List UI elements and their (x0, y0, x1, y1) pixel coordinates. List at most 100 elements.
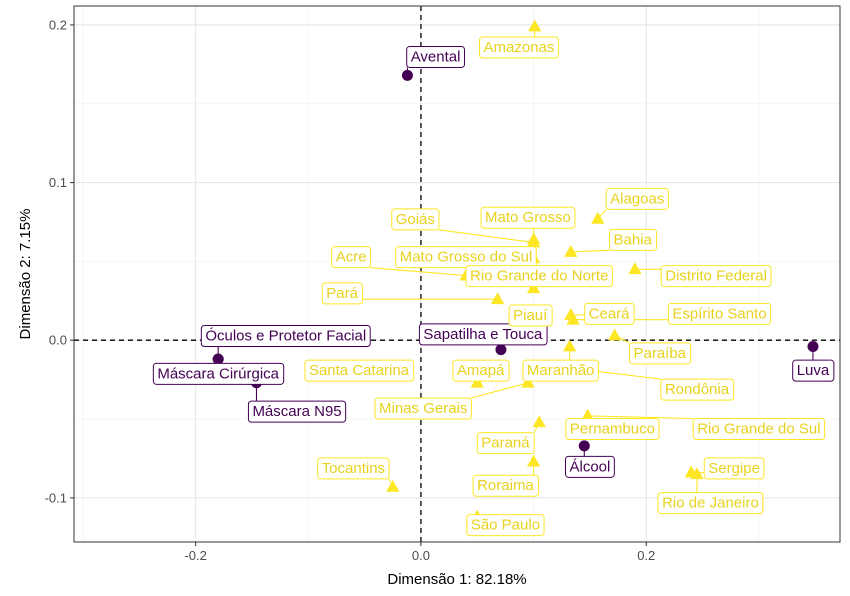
data-label: Rondônia (665, 381, 730, 398)
data-label: Santa Catarina (309, 362, 410, 379)
label-box (406, 45, 465, 68)
axis-ticks: -0.2 0.0 0.2 -0.1 0.0 0.1 0.2 (45, 17, 656, 563)
panel-border (73, 5, 841, 543)
point-espirito-santo (566, 312, 580, 325)
label-box (331, 246, 372, 269)
data-label: Bahia (614, 231, 653, 248)
label-box (565, 417, 660, 440)
data-label: Ceará (589, 305, 631, 322)
leader-line-minas-gerais (471, 382, 529, 399)
label-box (660, 265, 772, 288)
label-mascara-n95: Máscara N95 (247, 400, 347, 423)
data-label: Minas Gerais (379, 400, 467, 417)
data-label: Tocantins (322, 460, 385, 477)
label-box (522, 359, 599, 382)
data-label: Piauí (513, 307, 548, 324)
label-amapa: Amapá (452, 359, 510, 382)
point-tocantins (386, 479, 400, 492)
label-alcool: Álcool (564, 455, 615, 478)
point-para (490, 292, 505, 305)
point-rio-grande-do-sul (581, 408, 595, 421)
data-label: Rio Grande do Sul (697, 420, 820, 437)
label-box (418, 323, 548, 346)
point-amapa (470, 375, 484, 388)
data-label: Álcool (569, 458, 610, 475)
point-alagoas (591, 211, 605, 224)
label-rondonia: Rondônia (660, 378, 735, 401)
data-label: Roraima (477, 477, 534, 494)
y-tick-label: 0.2 (49, 17, 67, 32)
point-maranhao (562, 339, 577, 352)
data-label: Maranhão (527, 362, 595, 379)
label-luva: Luva (792, 359, 835, 382)
x-tick-label: 0.2 (637, 548, 655, 563)
label-goias: Goiás (391, 208, 440, 231)
point-mascara-cirurgica (212, 353, 224, 365)
data-label: Amapá (457, 362, 505, 379)
label-box (584, 302, 635, 325)
data-label: Mato Grosso do Sul (400, 249, 533, 266)
label-sapatilha-e-touca: Sapatilha e Touca (418, 323, 548, 346)
label-box (479, 36, 559, 59)
label-box (792, 359, 835, 382)
point-alcool (578, 440, 590, 452)
label-tocantins: Tocantins (317, 457, 390, 480)
label-box (317, 457, 390, 480)
data-label: Distrito Federal (665, 268, 767, 285)
leader-line-acre (370, 267, 467, 277)
label-maranhao: Maranhão (522, 359, 599, 382)
point-luva (807, 341, 819, 353)
label-box (452, 359, 510, 382)
point-paraiba (608, 328, 622, 341)
y-tick-label: 0.0 (49, 333, 67, 348)
data-label: Goiás (396, 211, 435, 228)
data-label: Espírito Santo (672, 305, 766, 322)
point-amazonas (528, 19, 542, 32)
data-labels: Avental Óculos e Protetor Facial Máscara C… (152, 36, 835, 537)
label-piaui: Piauí (508, 304, 553, 327)
label-box (374, 397, 472, 420)
label-para: Pará (321, 282, 364, 305)
label-box (465, 265, 613, 288)
label-oculos-e-protetor-facial: Óculos e Protetor Facial (200, 324, 371, 347)
label-sao-paulo: São Paulo (466, 514, 545, 537)
label-box (472, 474, 539, 497)
label-distrito-federal: Distrito Federal (660, 265, 772, 288)
data-label: Rio Grande do Norte (470, 268, 608, 285)
data-label: Paraíba (633, 345, 686, 362)
data-label: Sergipe (708, 460, 760, 477)
label-box (609, 228, 658, 251)
label-box (703, 457, 765, 480)
data-label: Sapatilha e Touca (423, 326, 543, 343)
label-roraima: Roraima (472, 474, 539, 497)
label-espirito-santo: Espírito Santo (667, 302, 772, 325)
label-box (692, 417, 826, 440)
point-minas-gerais (521, 375, 535, 388)
label-box (304, 359, 415, 382)
label-box (657, 492, 764, 515)
label-sergipe: Sergipe (703, 457, 765, 480)
label-box (200, 324, 371, 347)
label-box (247, 400, 347, 423)
data-label: Avental (411, 48, 461, 65)
point-rio-de-janeiro (690, 467, 704, 480)
point-avental (401, 69, 413, 81)
label-amazonas: Amazonas (479, 36, 559, 59)
label-acre: Acre (331, 246, 372, 269)
label-box (480, 206, 576, 229)
y-axis-title: Dimensão 2: 7.15% (17, 209, 34, 340)
data-label: Máscara N95 (252, 403, 341, 420)
x-axis-title: Dimensão 1: 82.18% (387, 571, 526, 588)
label-box (605, 187, 669, 210)
label-box (476, 432, 535, 455)
point-rio-grande-do-norte (526, 281, 541, 294)
label-alagoas: Alagoas (605, 187, 669, 210)
data-label: Pará (326, 285, 358, 302)
label-mascara-cirurgica: Máscara Cirúrgica (152, 362, 285, 385)
label-bahia: Bahia (609, 228, 658, 251)
label-box (660, 378, 735, 401)
data-label: Mato Grosso (485, 209, 571, 226)
label-box (564, 455, 615, 478)
label-paraiba: Paraíba (628, 342, 692, 365)
